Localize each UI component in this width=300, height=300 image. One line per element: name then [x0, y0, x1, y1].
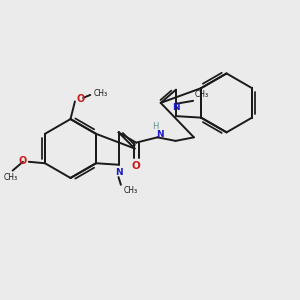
Text: O: O — [76, 94, 84, 104]
Text: O: O — [18, 156, 26, 166]
Text: CH₃: CH₃ — [4, 173, 18, 182]
Text: CH₃: CH₃ — [94, 89, 108, 98]
Text: N: N — [156, 130, 164, 140]
Text: N: N — [115, 169, 122, 178]
Text: H: H — [152, 122, 158, 131]
Text: N: N — [172, 103, 180, 112]
Text: CH₃: CH₃ — [124, 186, 138, 195]
Text: CH₃: CH₃ — [195, 90, 209, 99]
Text: O: O — [132, 161, 141, 172]
